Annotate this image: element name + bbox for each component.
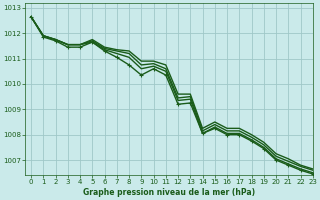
X-axis label: Graphe pression niveau de la mer (hPa): Graphe pression niveau de la mer (hPa) (83, 188, 255, 197)
